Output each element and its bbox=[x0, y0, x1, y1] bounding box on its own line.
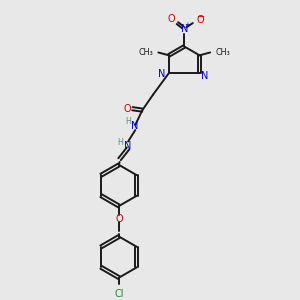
Text: Cl: Cl bbox=[114, 289, 124, 299]
Text: O: O bbox=[196, 15, 204, 25]
Text: N: N bbox=[158, 69, 166, 80]
Text: N: N bbox=[124, 141, 131, 151]
Text: O: O bbox=[123, 104, 131, 114]
Text: H: H bbox=[125, 117, 131, 126]
Text: +: + bbox=[185, 22, 191, 28]
Text: CH₃: CH₃ bbox=[215, 48, 230, 57]
Text: N: N bbox=[181, 24, 188, 34]
Text: O: O bbox=[168, 14, 176, 24]
Text: H: H bbox=[117, 138, 123, 147]
Text: −: − bbox=[197, 11, 206, 22]
Text: CH₃: CH₃ bbox=[139, 48, 153, 57]
Text: N: N bbox=[131, 121, 138, 130]
Text: N: N bbox=[201, 71, 208, 81]
Text: O: O bbox=[115, 214, 123, 224]
